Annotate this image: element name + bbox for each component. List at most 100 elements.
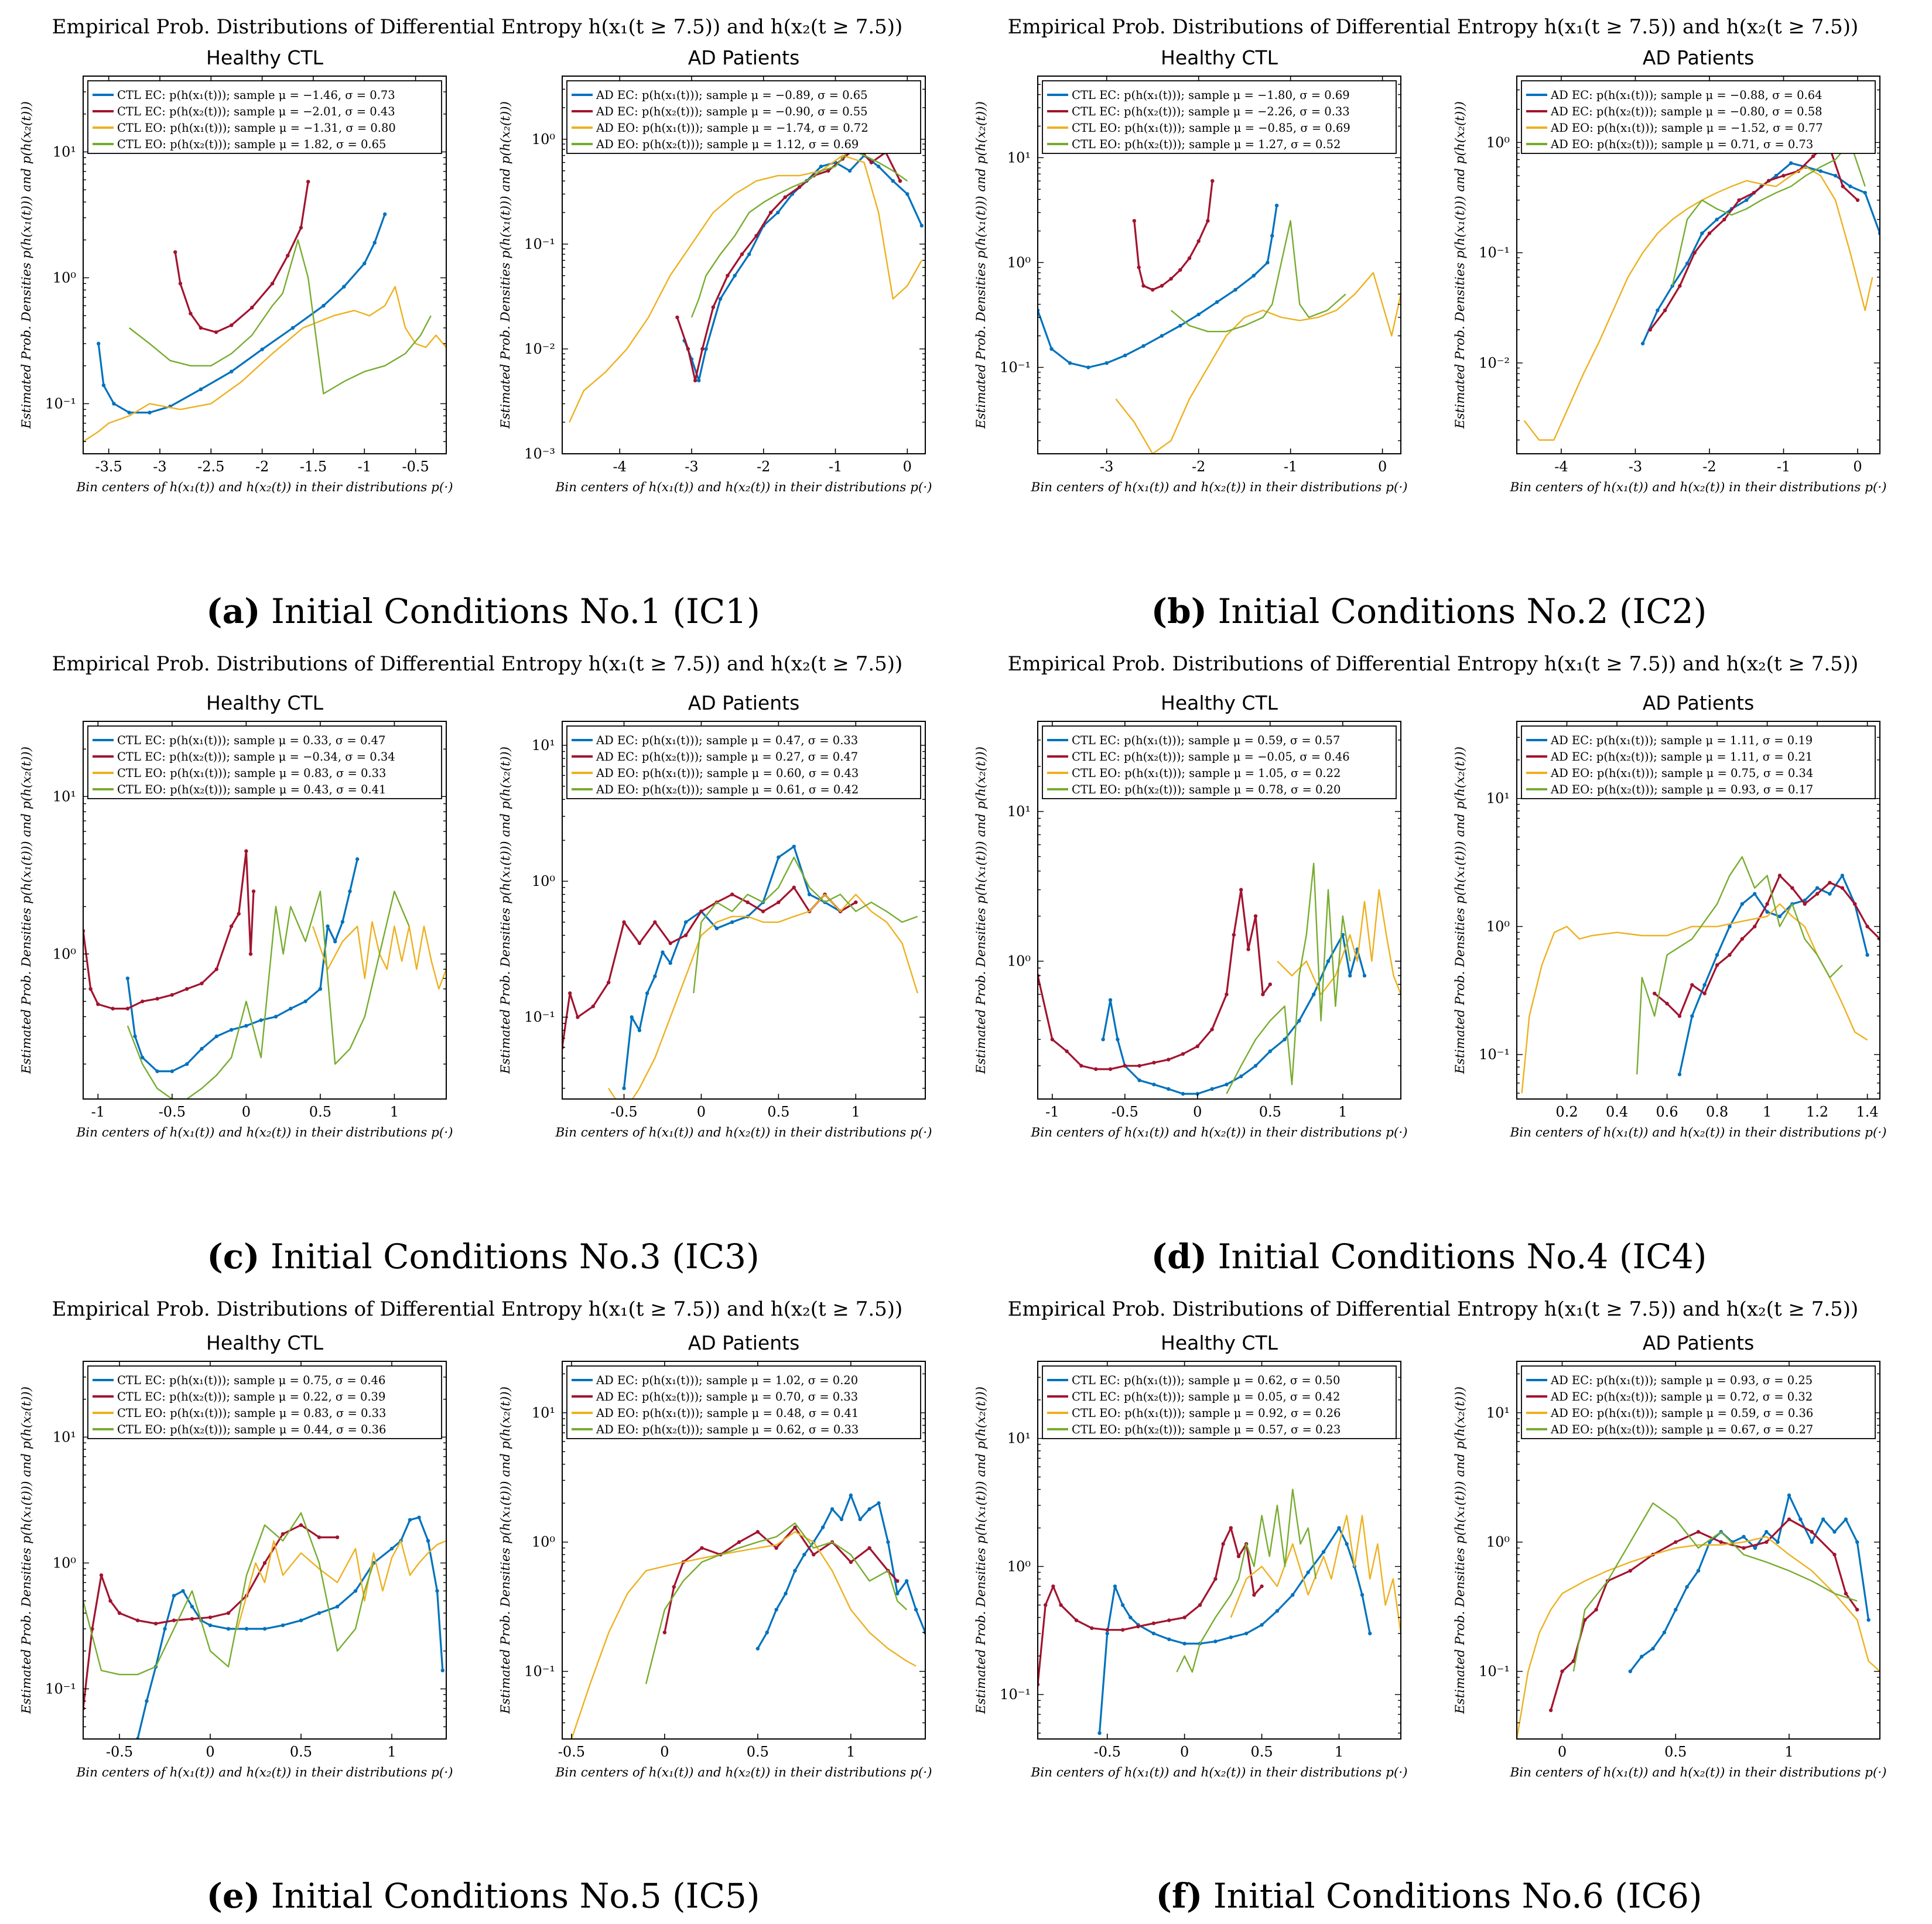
series-line-2 xyxy=(676,145,901,382)
x-tick-label: 1 xyxy=(1338,1104,1347,1120)
data-point xyxy=(1123,353,1127,358)
data-point xyxy=(1169,276,1173,281)
x-tick-label: 0 xyxy=(1558,1744,1567,1760)
plot-frame xyxy=(562,721,926,1100)
legend-entry: CTL EO: p(h(x₂(t))); sample μ = 0.78, σ … xyxy=(1072,783,1341,796)
data-point xyxy=(1777,914,1782,919)
data-point xyxy=(802,1552,806,1557)
data-point xyxy=(372,241,377,245)
data-point xyxy=(229,1028,234,1032)
data-point xyxy=(1790,886,1794,890)
data-point xyxy=(229,924,234,929)
plot-frame xyxy=(1516,1361,1880,1740)
data-point xyxy=(342,285,346,289)
data-point xyxy=(1105,1631,1109,1635)
data-point xyxy=(1810,1540,1814,1544)
y-tick-label: 10⁰ xyxy=(1007,1558,1031,1574)
data-point xyxy=(1268,1049,1272,1053)
x-tick-label: -1 xyxy=(1777,458,1790,475)
data-point xyxy=(919,224,924,228)
data-point xyxy=(178,282,183,286)
data-point xyxy=(1571,1659,1576,1663)
series-line-1 xyxy=(623,845,857,1088)
y-tick-label: 10¹ xyxy=(532,737,555,754)
data-point xyxy=(1690,1014,1694,1018)
legend-entry: AD EO: p(h(x₂(t))); sample μ = 0.62, σ =… xyxy=(596,1423,859,1436)
data-point xyxy=(797,185,802,189)
x-axis-label: Bin centers of h(x₁(t)) and h(x₂(t)) in … xyxy=(555,1125,932,1140)
data-point xyxy=(383,212,387,217)
data-point xyxy=(318,987,323,991)
data-point xyxy=(793,1525,797,1529)
data-point xyxy=(1132,218,1137,223)
series-line-3 xyxy=(570,1531,917,1739)
data-point xyxy=(1840,886,1845,890)
data-point xyxy=(190,1604,194,1609)
legend-box xyxy=(1042,80,1397,154)
y-tick-label: 10¹ xyxy=(1486,790,1510,807)
data-point xyxy=(299,1618,303,1622)
data-point xyxy=(1787,1517,1791,1522)
panel-title: AD Patients xyxy=(1643,1331,1755,1354)
data-point xyxy=(170,992,175,997)
caption-letter: (d) xyxy=(1151,1237,1207,1276)
x-tick-label: -0.5 xyxy=(159,1104,186,1120)
y-tick-label: 10⁰ xyxy=(53,269,76,286)
series-line-4 xyxy=(83,1512,375,1676)
data-point xyxy=(755,1646,760,1651)
series-line-4 xyxy=(1170,220,1346,333)
x-tick-label: -0.5 xyxy=(402,458,429,475)
chart-panel: AD Patients -0.5 0 0.5 1 10⁻¹ 10⁰ 10¹ Bin center… xyxy=(498,691,932,1140)
x-tick-label: 1 xyxy=(846,1744,855,1760)
data-point xyxy=(1120,1603,1125,1607)
series-group xyxy=(562,844,918,1099)
series-line-1 xyxy=(1678,874,1869,1075)
data-point xyxy=(1832,1552,1837,1557)
figure-title-e: Empirical Prob. Distributions of Differe… xyxy=(52,1297,903,1321)
data-point xyxy=(714,926,719,930)
data-point xyxy=(99,1573,104,1577)
data-point xyxy=(1059,1603,1063,1607)
data-point xyxy=(262,1561,267,1565)
data-point xyxy=(125,1006,130,1011)
data-point xyxy=(784,1591,788,1596)
data-point xyxy=(1560,1669,1564,1673)
data-point xyxy=(1251,273,1256,278)
y-tick-label: 10⁻² xyxy=(524,341,555,357)
legend-box xyxy=(1042,1365,1397,1439)
legend-entry: CTL EO: p(h(x₁(t))); sample μ = 0.83, σ … xyxy=(117,1406,386,1420)
data-point xyxy=(208,1623,213,1628)
chart-panel: Healthy CTL -3.5 -3 -2.5 -2 -1.5 -1 -0.5 10⁻¹ 10⁰… xyxy=(19,46,453,495)
data-point xyxy=(1266,261,1270,265)
chart-panel: AD Patients -4 -3 -2 -1 0 10⁻³ 10⁻² 10⁻¹ 10⁰ Bin c… xyxy=(498,46,932,495)
data-point xyxy=(1840,874,1845,878)
data-point xyxy=(363,261,367,266)
series-line-2 xyxy=(1654,874,1880,1017)
data-point xyxy=(826,169,830,173)
data-point xyxy=(1652,991,1657,995)
panel-title: AD Patients xyxy=(688,1331,800,1354)
y-tick-label: 10⁻¹ xyxy=(524,1009,555,1025)
series-line-1 xyxy=(683,154,923,382)
data-point xyxy=(281,1532,285,1536)
chart-panel: AD Patients -4 -3 -2 -1 0 10⁻² 10⁻¹ 10⁰ Bin cente… xyxy=(1453,46,1887,495)
data-point xyxy=(1696,1530,1701,1534)
series-line-4 xyxy=(1572,1502,1858,1672)
data-point xyxy=(1737,198,1741,202)
caption-text: Initial Conditions No.3 (IC3) xyxy=(259,1237,759,1276)
data-point xyxy=(189,311,193,316)
data-point xyxy=(281,1623,285,1628)
x-tick-label: 0 xyxy=(660,1744,669,1760)
x-tick-label: 1.4 xyxy=(1856,1104,1879,1120)
data-point xyxy=(867,1546,871,1550)
data-point xyxy=(783,195,787,200)
y-axis-label: Estimated Prob. Densities p(h(x₁(t))) an… xyxy=(974,101,989,429)
data-point xyxy=(259,1018,263,1022)
data-point xyxy=(1079,1064,1083,1068)
panel-title: AD Patients xyxy=(1643,691,1755,714)
data-point xyxy=(249,306,254,310)
legend-box xyxy=(566,80,921,154)
x-tick-label: 0 xyxy=(242,1104,251,1120)
data-point xyxy=(1789,161,1793,165)
panel-title: Healthy CTL xyxy=(206,691,324,714)
